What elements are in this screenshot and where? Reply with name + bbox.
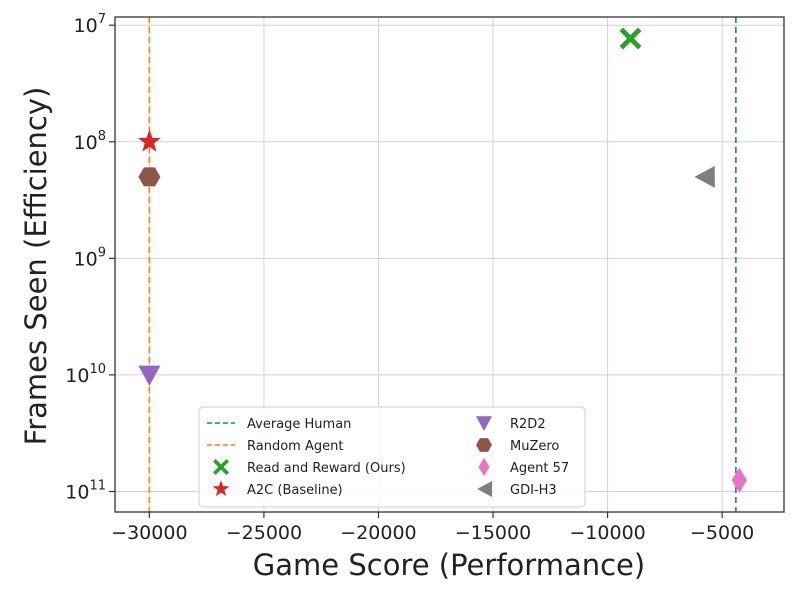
legend-label-r2d2: R2D2 [510,417,546,432]
data-point-a2c-baseline [137,129,161,152]
x-tick-label: −20000 [340,522,416,544]
legend: Average Human Random Agent Read and Reward… [198,406,586,508]
legend-label-gdi-h3: GDI-H3 [510,483,557,498]
y-tick-label: 108 [74,129,106,154]
legend-swatch-a2c-baseline [212,480,230,497]
x-tick-label: −10000 [569,522,645,544]
y-tick-label: 109 [74,245,106,270]
legend-label-random-agent: Random Agent [247,439,343,454]
legend-box [198,406,586,508]
legend-label-a2c-baseline: A2C (Baseline) [247,483,343,498]
legend-swatch-muzero [476,438,492,452]
y-tick-label: 1011 [65,478,106,503]
y-axis-ticks: 107 108 109 1010 1011 [65,12,115,503]
legend-swatch-read-and-reward-ours [213,459,229,475]
x-tick-label: −5000 [690,522,754,544]
data-point-read-and-reward-ours [619,27,642,50]
x-tick-label: −15000 [455,522,531,544]
y-tick-label: 107 [74,12,106,37]
legend-label-agent-57: Agent 57 [510,461,569,476]
reference-lines [148,17,737,512]
data-point-r2d2 [138,365,161,386]
x-tick-label: −30000 [111,522,187,544]
legend-swatch-r2d2 [476,416,492,431]
data-point-muzero [138,167,161,187]
x-tick-label: −25000 [226,522,302,544]
legend-label-average-human: Average Human [247,417,351,432]
legend-label-muzero: MuZero [510,439,559,454]
legend-swatch-agent-57 [478,457,490,477]
y-axis-label: Frames Seen (Efficiency) [19,87,53,446]
data-points [137,27,747,493]
legend-swatch-gdi-h3 [477,481,492,497]
legend-label-read-and-reward-ours: Read and Reward (Ours) [247,461,406,476]
data-point-gdi-h3 [694,165,715,188]
y-tick-label: 1010 [65,362,106,387]
x-axis-label: Game Score (Performance) [253,548,645,582]
x-axis-ticks: −30000 −25000 −20000 −15000 −10000 −5000 [111,512,754,544]
data-point-agent-57 [731,467,747,493]
plot-area-frame [114,16,785,513]
